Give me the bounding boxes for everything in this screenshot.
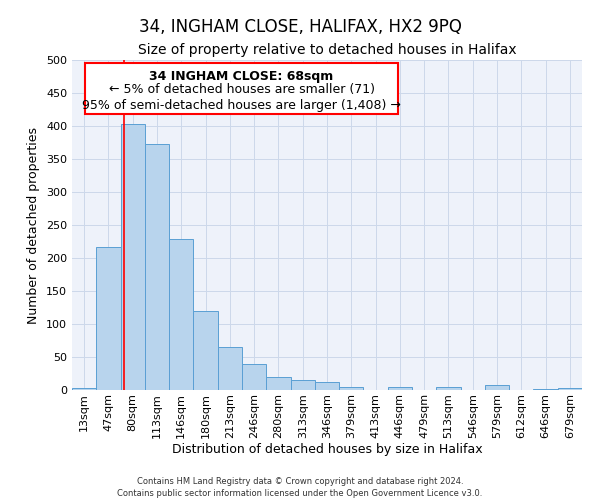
Bar bbox=[266, 377, 290, 390]
Bar bbox=[218, 347, 242, 390]
Bar bbox=[290, 380, 315, 390]
X-axis label: Distribution of detached houses by size in Halifax: Distribution of detached houses by size … bbox=[172, 444, 482, 456]
Bar bbox=[315, 382, 339, 390]
Bar bbox=[339, 386, 364, 390]
Text: 34, INGHAM CLOSE, HALIFAX, HX2 9PQ: 34, INGHAM CLOSE, HALIFAX, HX2 9PQ bbox=[139, 18, 461, 36]
Bar bbox=[72, 388, 96, 390]
Bar bbox=[533, 388, 558, 390]
Text: Contains HM Land Registry data © Crown copyright and database right 2024.
Contai: Contains HM Land Registry data © Crown c… bbox=[118, 476, 482, 498]
Text: ← 5% of detached houses are smaller (71): ← 5% of detached houses are smaller (71) bbox=[109, 84, 374, 96]
Bar bbox=[558, 388, 582, 390]
Bar bbox=[96, 248, 121, 390]
Bar bbox=[169, 239, 193, 390]
Title: Size of property relative to detached houses in Halifax: Size of property relative to detached ho… bbox=[137, 44, 517, 58]
Bar bbox=[193, 311, 218, 390]
Bar bbox=[485, 386, 509, 390]
Text: 95% of semi-detached houses are larger (1,408) →: 95% of semi-detached houses are larger (… bbox=[82, 98, 401, 112]
Bar bbox=[388, 386, 412, 390]
Bar bbox=[121, 124, 145, 390]
FancyBboxPatch shape bbox=[85, 64, 398, 114]
Bar bbox=[242, 364, 266, 390]
Bar bbox=[145, 144, 169, 390]
Y-axis label: Number of detached properties: Number of detached properties bbox=[28, 126, 40, 324]
Text: 34 INGHAM CLOSE: 68sqm: 34 INGHAM CLOSE: 68sqm bbox=[149, 70, 334, 82]
Bar bbox=[436, 386, 461, 390]
